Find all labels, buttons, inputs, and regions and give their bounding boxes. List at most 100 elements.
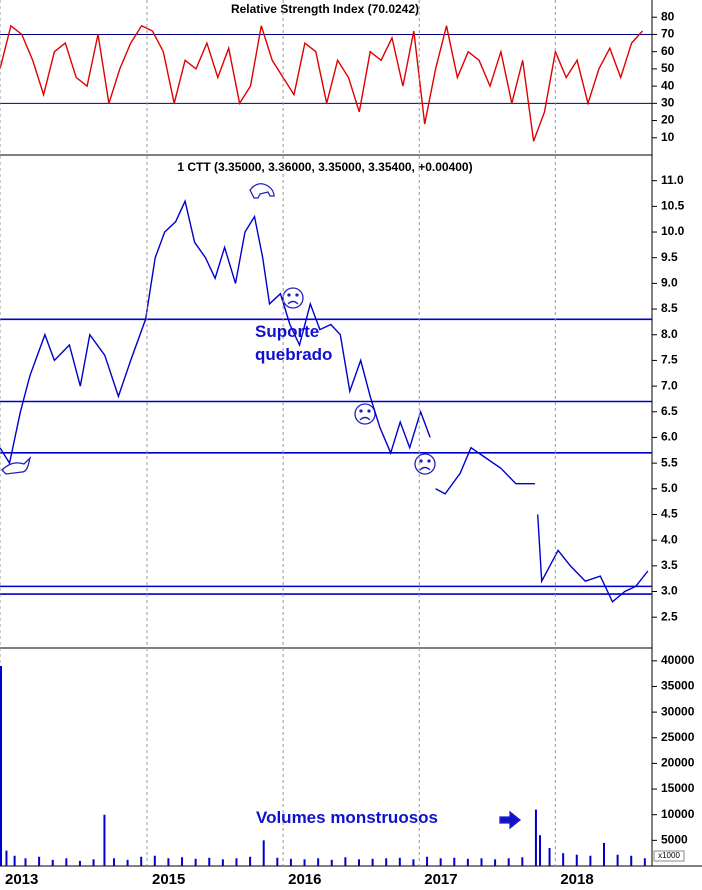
volume-bar bbox=[412, 859, 415, 866]
annotation: Suporte quebrado bbox=[255, 322, 333, 364]
volume-bar bbox=[126, 859, 129, 866]
y-tick-label: 6.0 bbox=[661, 430, 678, 444]
y-tick-label: 10.5 bbox=[661, 199, 685, 213]
volume-bar bbox=[507, 858, 510, 866]
volume-bar bbox=[548, 848, 551, 866]
y-tick-label: 11.0 bbox=[661, 173, 684, 187]
volume-bar bbox=[112, 858, 115, 866]
y-tick-label: 5000 bbox=[661, 833, 688, 847]
volume-bar bbox=[249, 856, 252, 866]
icons bbox=[1, 183, 522, 830]
volume-bar bbox=[426, 856, 429, 866]
volume-bar bbox=[385, 858, 388, 866]
y-tick-label: 30000 bbox=[661, 704, 695, 718]
rsi-title: Relative Strength Index (70.0242) bbox=[231, 2, 419, 16]
series-line bbox=[0, 199, 649, 603]
volume-bar bbox=[534, 809, 537, 866]
volume-bar bbox=[0, 665, 2, 866]
volume-bar bbox=[357, 859, 360, 866]
x-tick-label: 2013 bbox=[5, 871, 38, 888]
x-tick-label: 2016 bbox=[288, 871, 321, 888]
volume-bar bbox=[38, 856, 41, 866]
volume-bar bbox=[602, 842, 605, 866]
y-tick-label: 7.0 bbox=[661, 378, 678, 392]
y-tick-label: 8.5 bbox=[661, 301, 678, 315]
volume-bar bbox=[194, 858, 197, 866]
y-tick-label: 80 bbox=[661, 9, 675, 23]
volume-bar bbox=[630, 855, 633, 866]
y-tick-label: 5.5 bbox=[661, 455, 678, 469]
series-line bbox=[0, 24, 644, 142]
y-tick-label: 7.5 bbox=[661, 353, 678, 367]
volume-bar bbox=[303, 859, 306, 866]
y-tick-label: 70 bbox=[661, 27, 675, 41]
y-tick-label: 10.0 bbox=[661, 224, 685, 238]
y-tick-label: 10 bbox=[661, 130, 675, 144]
volume-bar bbox=[5, 850, 8, 866]
y-tick-label: 2.5 bbox=[661, 609, 678, 623]
y-tick-label: 60 bbox=[661, 44, 675, 58]
volume-bar bbox=[616, 854, 619, 866]
annotation: Volumes monstruosos bbox=[256, 808, 438, 827]
volume-bar bbox=[289, 858, 292, 866]
volume-bar bbox=[439, 858, 442, 866]
y-tick-label: 20000 bbox=[661, 756, 695, 770]
y-tick-label: 50 bbox=[661, 61, 675, 75]
volume-bar bbox=[344, 857, 347, 866]
y-tick-label: 20 bbox=[661, 113, 675, 127]
y-tick-label: 4.0 bbox=[661, 532, 678, 546]
volume-bar bbox=[575, 854, 578, 866]
volume-bar bbox=[78, 860, 81, 866]
volume-bar bbox=[65, 858, 68, 866]
y-tick-label: 10000 bbox=[661, 807, 695, 821]
volume-bar bbox=[51, 859, 54, 866]
volume-bar bbox=[589, 855, 592, 866]
unit-box bbox=[653, 850, 685, 862]
volume-bar bbox=[494, 859, 497, 866]
volume-bar bbox=[103, 814, 106, 866]
x-tick-label: 2015 bbox=[152, 871, 185, 888]
y-tick-label: 40000 bbox=[661, 653, 695, 667]
volume-bar bbox=[262, 840, 265, 866]
y-tick-label: 3.5 bbox=[661, 558, 678, 572]
volume-bar bbox=[181, 857, 184, 866]
volume-bar bbox=[153, 855, 156, 866]
price-title: 1 CTT (3.35000, 3.36000, 3.35000, 3.3540… bbox=[177, 160, 472, 174]
y-tick-label: 15000 bbox=[661, 781, 695, 795]
volume-bar bbox=[453, 857, 456, 866]
volume-bar bbox=[480, 858, 483, 866]
y-tick-label: 25000 bbox=[661, 730, 695, 744]
x-tick-label: 2017 bbox=[424, 871, 457, 888]
volume-bar bbox=[276, 857, 279, 866]
volume-bar bbox=[562, 853, 565, 866]
volume-bar bbox=[208, 857, 211, 866]
volume-bar bbox=[13, 855, 16, 866]
y-tick-label: 8.0 bbox=[661, 327, 678, 341]
volume-bar bbox=[221, 859, 224, 866]
volume-bar bbox=[24, 858, 27, 866]
volume-bar bbox=[466, 858, 469, 866]
volume-bar bbox=[330, 859, 333, 866]
volume-bar bbox=[92, 859, 95, 866]
volume-bar bbox=[521, 857, 524, 866]
y-tick-label: 6.5 bbox=[661, 404, 678, 418]
volume-bar bbox=[317, 858, 320, 866]
y-tick-label: 9.5 bbox=[661, 250, 678, 264]
volume-bar bbox=[643, 858, 646, 866]
y-tick-label: 9.0 bbox=[661, 276, 678, 290]
volume-bar bbox=[167, 858, 170, 866]
y-tick-label: 3.0 bbox=[661, 584, 678, 598]
unit-label: x1000 bbox=[658, 851, 680, 860]
y-tick-label: 40 bbox=[661, 78, 675, 92]
volume-bar bbox=[539, 835, 542, 866]
y-tick-label: 4.5 bbox=[661, 507, 678, 521]
volume-bar bbox=[235, 858, 238, 866]
y-tick-label: 30 bbox=[661, 96, 675, 110]
y-tick-label: 35000 bbox=[661, 679, 695, 693]
volume-bar bbox=[371, 858, 374, 866]
volume-bar bbox=[140, 856, 143, 866]
volume-bar bbox=[398, 857, 401, 866]
x-tick-label: 2018 bbox=[560, 871, 593, 888]
